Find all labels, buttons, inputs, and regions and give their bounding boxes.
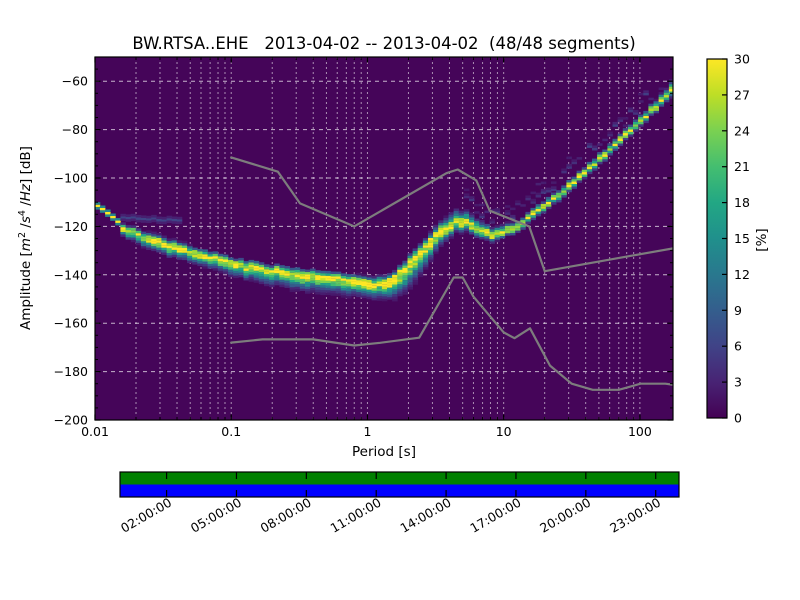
x-tick-label: 10 — [496, 424, 512, 439]
timeline-bar: 02:00:00 05:00:00 08:00:00 11:00:00 14:00:00… — [118, 471, 680, 536]
noise-model-lines — [230, 156, 673, 391]
colorbar-tick-label: 21 — [734, 159, 750, 174]
time-tick-label: 17:00:00 — [467, 495, 523, 536]
y-tick-label: −120 — [54, 219, 88, 234]
time-tick-label: 11:00:00 — [328, 495, 384, 536]
svg-text:[%]: [%] — [754, 228, 770, 251]
colorbar-tick-label: 30 — [734, 52, 750, 67]
colorbar-tick-label: 6 — [734, 339, 742, 354]
timeline-coverage-green — [120, 472, 679, 485]
tick-labels: 0.01 0.1 1 10 100 −200 −180 −160 −140 −120 −100 −80… — [54, 52, 750, 440]
nlnm-line — [230, 276, 673, 391]
x-tick-label: 0.1 — [221, 424, 241, 439]
time-tick-label: 20:00:00 — [537, 495, 593, 536]
colorbar-tick-label: 9 — [734, 303, 742, 318]
y-tick-label: −160 — [54, 316, 88, 331]
nhnm-line — [230, 156, 673, 273]
colorbar-label: [%] — [754, 228, 770, 251]
x-tick-label: 1 — [363, 424, 371, 439]
y-tick-label: −200 — [54, 413, 88, 428]
x-tick-label: 100 — [628, 424, 652, 439]
psd-histogram — [95, 79, 673, 302]
svg-text:Amplitude [m2 /s4 /Hz] [dB]: Amplitude [m2 /s4 /Hz] [dB] — [17, 146, 34, 330]
plot-axes — [94, 56, 674, 421]
y-tick-label: −180 — [54, 364, 88, 379]
colorbar-tick-label: 15 — [734, 231, 750, 246]
x-tick-label: 0.01 — [81, 424, 109, 439]
y-tick-label: −100 — [54, 171, 88, 186]
colorbar-tick-label: 24 — [734, 123, 750, 138]
time-tick-label: 05:00:00 — [188, 495, 244, 536]
time-tick-label: 14:00:00 — [397, 495, 453, 536]
y-tick-label: −60 — [62, 74, 88, 89]
plot-title: BW.RTSA..EHE 2013-04-02 -- 2013-04-02 (4… — [132, 34, 635, 53]
time-tick-label: 02:00:00 — [118, 495, 174, 536]
colorbar-tick-label: 12 — [734, 267, 750, 282]
plot-render-root: 0.01 0.1 1 10 100 −200 −180 −160 −140 −120 −100 −80… — [54, 52, 750, 536]
colorbar-tick-label: 0 — [734, 411, 742, 426]
colorbar-gradient — [707, 59, 727, 418]
x-axis-label: Period [s] — [352, 444, 416, 460]
colorbar-tick-label: 3 — [734, 375, 742, 390]
y-tick-label: −80 — [62, 122, 88, 137]
time-tick-label: 23:00:00 — [607, 495, 663, 536]
y-tick-label: −140 — [54, 267, 88, 282]
colorbar — [706, 58, 728, 419]
y-axis-label: Amplitude [m2 /s4 /Hz] [dB] — [17, 146, 34, 330]
time-tick-label: 08:00:00 — [258, 495, 314, 536]
plot-background — [95, 57, 673, 420]
colorbar-tick-label: 27 — [734, 87, 750, 102]
timeline-coverage-blue — [120, 484, 679, 497]
colorbar-tick-label: 18 — [734, 195, 750, 210]
